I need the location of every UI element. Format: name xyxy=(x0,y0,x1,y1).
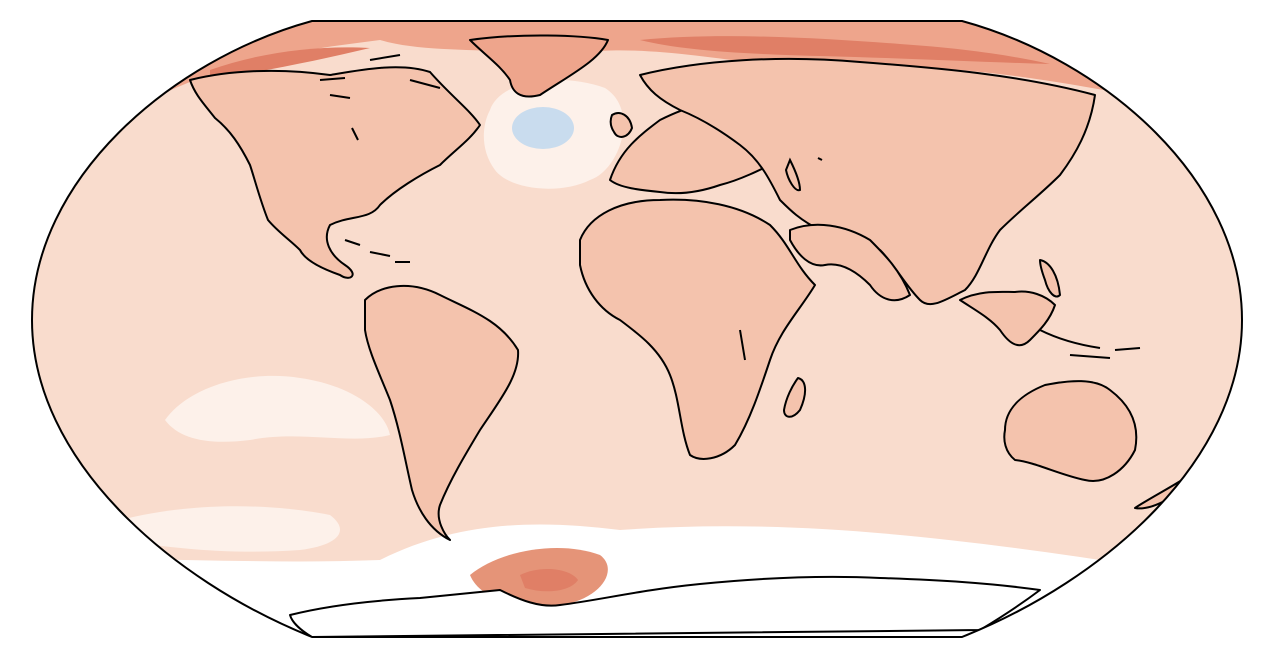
canadian-arctic-islands xyxy=(319,54,441,141)
japan-land xyxy=(1039,259,1061,298)
map-frame xyxy=(30,20,1244,638)
arctic-hot-streak xyxy=(640,36,1050,64)
australia-land xyxy=(1003,380,1138,482)
british-isles-land xyxy=(609,112,633,138)
north-america-land xyxy=(189,66,481,279)
southern-ocean-near-zero-band-west xyxy=(165,375,390,442)
antarctica-land xyxy=(289,575,1041,637)
south-america-land xyxy=(364,284,520,541)
africa-land xyxy=(579,198,816,460)
antarctic-peninsula-hot-core xyxy=(520,568,578,592)
caspian-and-lakes xyxy=(739,157,823,361)
arctic-warm-band xyxy=(150,21,1130,100)
southern-ocean-near-zero-band-south xyxy=(120,506,340,552)
indonesia-islands xyxy=(1039,329,1141,359)
madagascar-land xyxy=(783,377,806,418)
southeast-asia-land xyxy=(959,290,1056,347)
caribbean-islands xyxy=(344,239,410,263)
greenland-land xyxy=(469,34,609,98)
asia-land xyxy=(639,57,1096,306)
arabia-india-land xyxy=(789,223,911,302)
north-atlantic-cold-anomaly xyxy=(512,107,574,149)
